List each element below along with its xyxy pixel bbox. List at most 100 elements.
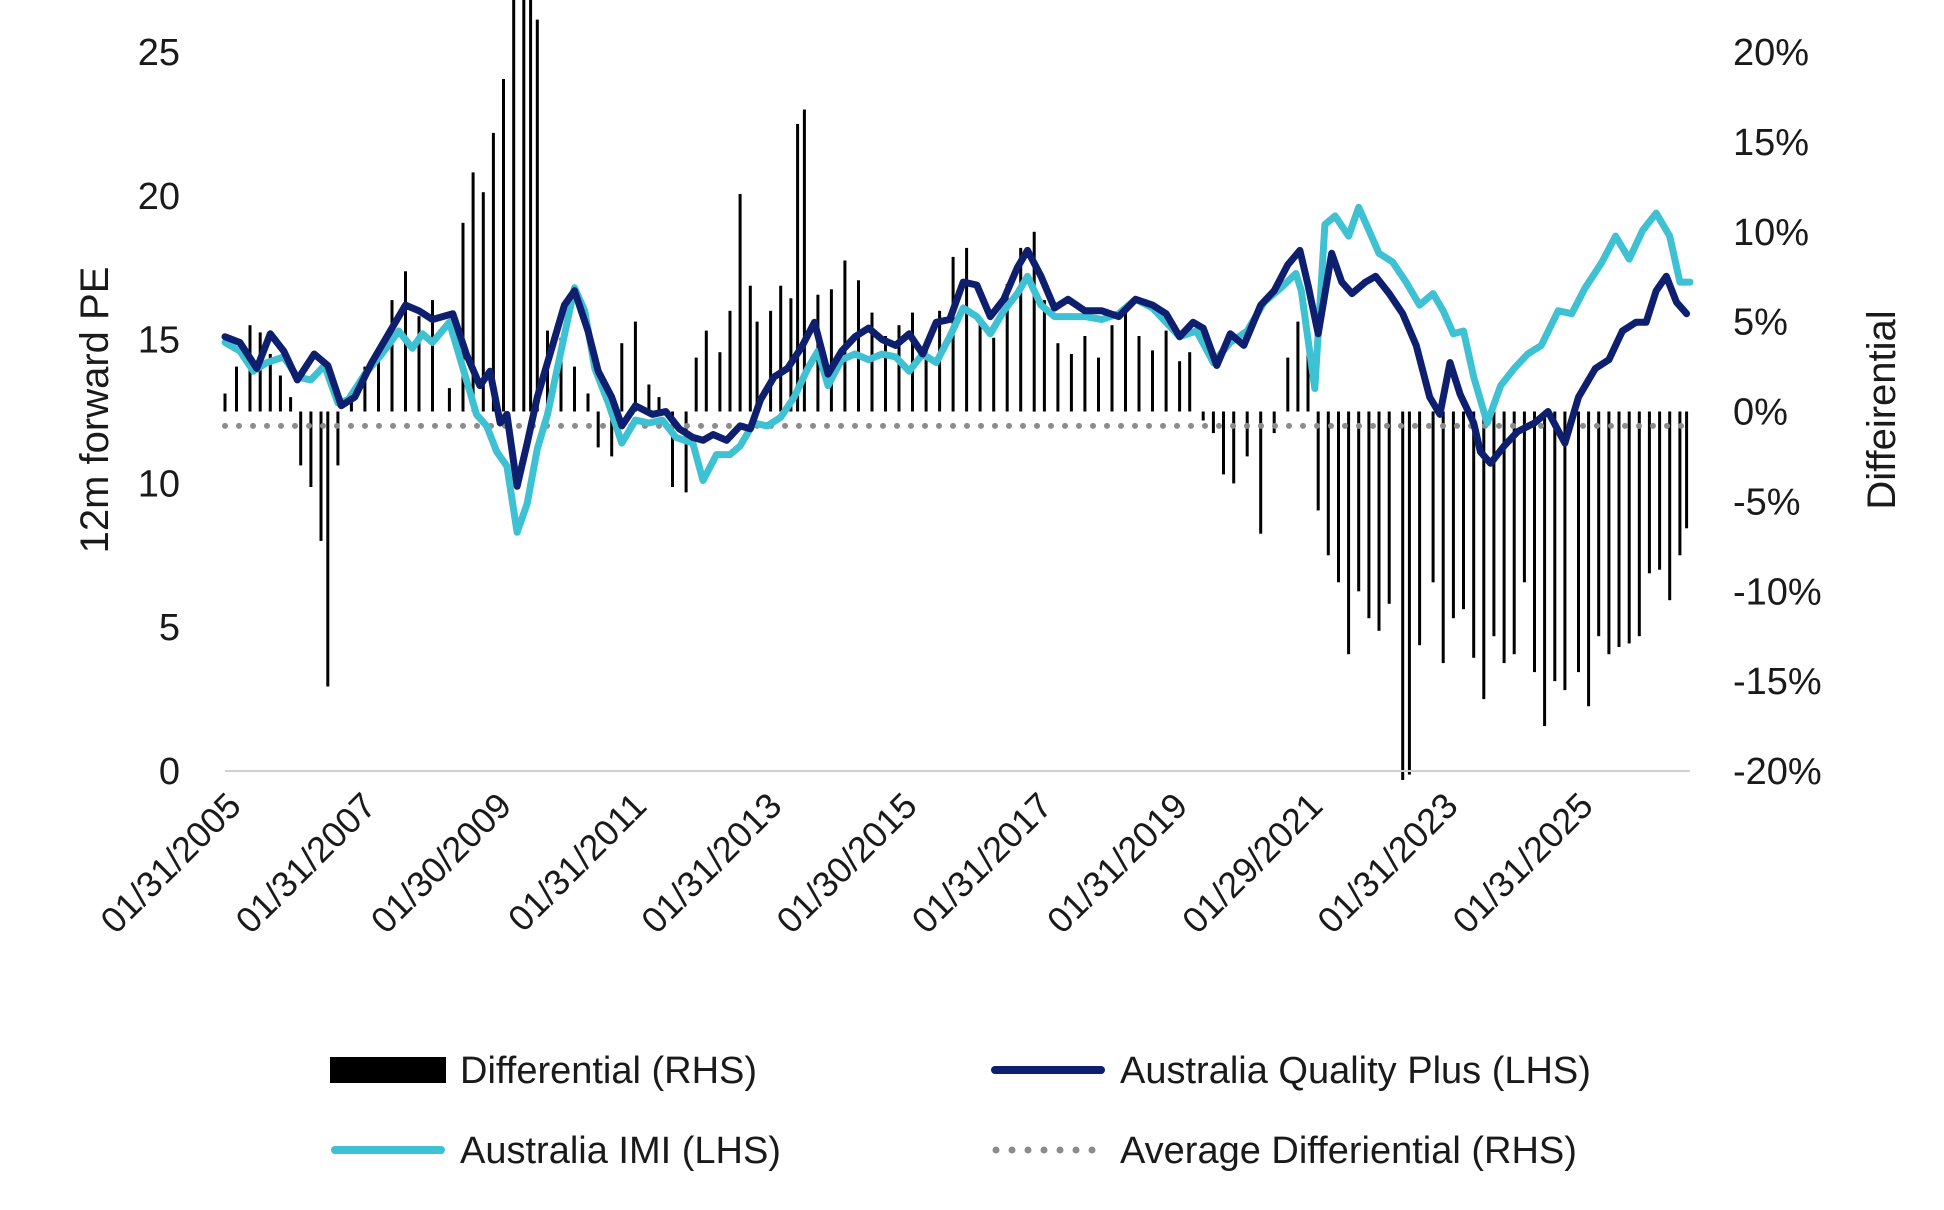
differential-bar-45 <box>738 194 742 412</box>
differential-bar-123 <box>1637 411 1641 637</box>
y-right-tick-labels: -20% -15% -10% -5% 0% 5% 10% 15% 20% <box>1733 32 1822 793</box>
differential-bar-42 <box>704 330 708 412</box>
differential-bar-56 <box>857 280 860 412</box>
differential-bar-39 <box>671 411 674 487</box>
differential-bar-70 <box>1042 300 1046 412</box>
legend-label-qp: Australia Quality Plus (LHS) <box>1120 1050 1591 1092</box>
differential-bar-71 <box>1056 343 1060 412</box>
differential-bar-34 <box>610 411 614 457</box>
y-right-tick-10: 10% <box>1733 212 1809 254</box>
differential-bar-92 <box>1316 411 1320 511</box>
differential-bar-59 <box>897 325 901 412</box>
x-tick-4: 01/31/2013 <box>633 785 789 941</box>
differential-bar-15 <box>390 300 394 412</box>
differential-bar-46 <box>748 285 752 412</box>
differential-bar-54 <box>829 289 833 412</box>
y-left-axis-title: 12m forward PE <box>73 267 117 554</box>
differential-bar-79 <box>1164 330 1168 412</box>
differential-bar-38 <box>657 397 661 412</box>
differential-bar-8 <box>309 411 313 487</box>
differential-bar-91 <box>1306 336 1310 412</box>
differential-bar-99 <box>1387 411 1391 604</box>
differential-bar-93 <box>1326 411 1330 556</box>
y-right-axis-title: Diffeirential <box>1860 310 1904 509</box>
differential-bar-1 <box>235 366 238 412</box>
differential-bar-22 <box>481 192 485 412</box>
x-tick-7: 01/31/2019 <box>1039 785 1195 941</box>
differential-bar-51 <box>796 123 800 412</box>
y-right-tick--10: -10% <box>1733 571 1822 613</box>
y-right-tick-20: 20% <box>1733 32 1809 74</box>
y-left-tick-15: 15 <box>138 320 180 362</box>
differential-bar-24 <box>502 79 505 412</box>
differential-bar-109 <box>1492 411 1496 637</box>
differential-bar-48 <box>769 310 773 412</box>
differential-bar-19 <box>447 388 451 412</box>
differential-bar-98 <box>1377 411 1381 631</box>
differential-bar-86 <box>1245 411 1249 457</box>
differential-bar-0 <box>223 393 227 412</box>
differential-bar-107 <box>1472 411 1476 658</box>
y-right-tick-0: 0% <box>1733 392 1788 434</box>
differential-bar-113 <box>1533 411 1536 673</box>
differential-bar-124 <box>1647 411 1651 574</box>
differential-bar-120 <box>1607 411 1611 655</box>
x-tick-10: 01/31/2025 <box>1444 785 1600 941</box>
differential-bar-87 <box>1259 411 1263 534</box>
differential-bar-102 <box>1418 411 1422 646</box>
differential-bar-108 <box>1482 411 1486 700</box>
y-left-tick-20: 20 <box>138 176 180 218</box>
differential-bar-126 <box>1668 411 1672 601</box>
differential-bar-82 <box>1201 411 1205 421</box>
differential-bar-47 <box>755 321 759 412</box>
legend: Differential (RHS) Australia Quality Plus… <box>330 1050 1591 1172</box>
x-tick-3: 01/31/2011 <box>500 785 655 940</box>
differential-bar-127 <box>1678 411 1682 556</box>
differential-bar-125 <box>1658 411 1662 570</box>
y-right-tick-15: 15% <box>1733 122 1809 164</box>
y-right-tick-5: 5% <box>1733 302 1788 344</box>
differential-bar-119 <box>1597 411 1601 637</box>
x-tick-5: 01/30/2015 <box>768 785 924 941</box>
differential-bar-13 <box>363 366 367 412</box>
differential-bar-115 <box>1553 411 1557 682</box>
legend-label-avg: Average Differiential (RHS) <box>1120 1130 1577 1172</box>
y-left-tick-labels: 0 5 10 15 20 25 <box>138 32 180 793</box>
differential-bar-100 <box>1401 411 1405 780</box>
differential-bar-3 <box>258 332 262 412</box>
differential-bar-32 <box>586 393 590 412</box>
differential-bar-69 <box>1032 231 1036 412</box>
differential-bar-27 <box>529 0 533 412</box>
pe-lines <box>221 203 1694 536</box>
differential-bar-95 <box>1347 411 1351 655</box>
differential-bar-10 <box>326 411 330 687</box>
differential-bar-116 <box>1563 411 1567 691</box>
differential-bar-67 <box>1005 283 1009 412</box>
differential-bar-37 <box>647 384 651 412</box>
x-tick-9: 01/31/2023 <box>1309 785 1465 941</box>
differential-bar-6 <box>289 397 293 412</box>
differential-bar-21 <box>471 172 475 412</box>
differential-bar-104 <box>1441 411 1445 664</box>
differential-bar-20 <box>461 222 465 412</box>
differential-bar-77 <box>1137 336 1141 412</box>
differential-bar-117 <box>1577 411 1580 673</box>
y-right-tick--15: -15% <box>1733 661 1822 703</box>
differential-bar-25 <box>512 0 516 412</box>
differential-bar-35 <box>620 343 624 412</box>
differential-bar-110 <box>1502 411 1506 664</box>
differential-bar-44 <box>728 310 732 412</box>
differential-bar-111 <box>1512 411 1516 655</box>
differential-bar-65 <box>978 318 982 412</box>
differential-bar-88 <box>1272 411 1276 434</box>
differential-bar-105 <box>1451 411 1455 619</box>
y-right-tick--5: -5% <box>1733 481 1801 523</box>
differential-bar-49 <box>779 285 783 412</box>
differential-bar-68 <box>1019 247 1023 412</box>
differential-bar-78 <box>1151 350 1154 412</box>
differential-bar-61 <box>924 343 928 412</box>
differential-bar-80 <box>1178 361 1182 412</box>
quality-plus-line <box>221 246 1691 490</box>
differential-bar-73 <box>1083 336 1087 412</box>
